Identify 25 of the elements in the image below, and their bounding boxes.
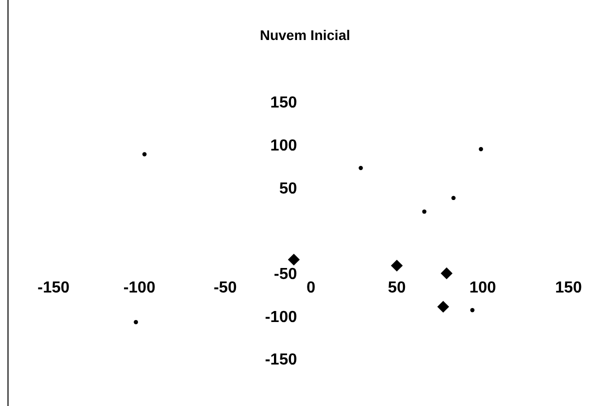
y-tick-label: 50 <box>279 180 298 198</box>
x-tick-label: -100 <box>123 280 156 296</box>
point <box>440 267 453 280</box>
chart-title: Nuvem Inicial <box>260 27 350 43</box>
x-tick-label: 100 <box>469 280 496 296</box>
x-tick-label: 0 <box>306 280 316 296</box>
x-tick-label: 50 <box>388 280 406 296</box>
point <box>390 260 403 272</box>
point <box>422 210 426 214</box>
x-tick-label: 150 <box>555 280 582 296</box>
point <box>451 196 456 200</box>
y-tick-label: -150 <box>264 352 298 369</box>
y-tick-label: -50 <box>274 266 298 283</box>
point <box>478 147 484 152</box>
point <box>437 300 450 313</box>
point <box>288 254 300 266</box>
point <box>358 166 363 170</box>
x-tick-label: -150 <box>37 280 70 296</box>
y-tick-label: 100 <box>270 137 298 154</box>
x-tick-label: -50 <box>214 280 237 296</box>
point <box>142 152 147 156</box>
point <box>470 308 474 312</box>
y-tick-label: -100 <box>264 308 298 326</box>
y-tick-label: 150 <box>270 94 298 112</box>
point <box>134 320 138 324</box>
